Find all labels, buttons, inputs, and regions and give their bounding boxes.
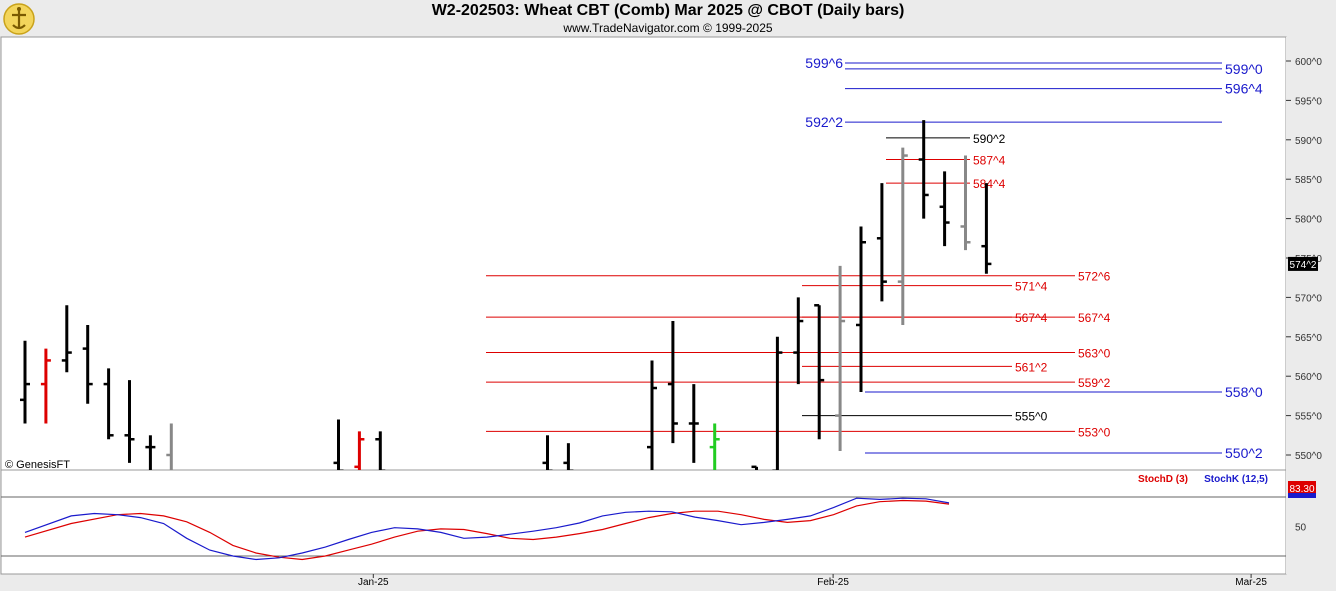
- price-tick-label: 550^0: [1295, 451, 1322, 462]
- price-tick-label: 565^0: [1295, 333, 1322, 344]
- price-panel[interactable]: [0, 36, 1287, 471]
- stoch-panel[interactable]: [0, 469, 1287, 575]
- price-tick-label: 560^0: [1295, 372, 1322, 383]
- price-tick-label: 555^0: [1295, 412, 1322, 423]
- price-level-label: 590^2: [973, 132, 1006, 146]
- time-axis-ticks: Jan-25 Feb-25 Mar-25: [358, 574, 1267, 588]
- time-tick-label: Feb-25: [817, 577, 849, 588]
- price-tick-label: 570^0: [1295, 293, 1322, 304]
- price-tick-label: 600^0: [1295, 57, 1322, 68]
- time-tick-label: Mar-25: [1235, 577, 1267, 588]
- last-price-marker: [1288, 256, 1318, 271]
- stoch-axis-ticks: 50: [1295, 523, 1307, 534]
- price-tick-label: 580^0: [1295, 215, 1322, 226]
- price-tick-label: 590^0: [1295, 136, 1322, 147]
- last-price-label: 574^2: [1290, 260, 1317, 271]
- stoch-value-badge-k: [1288, 493, 1316, 498]
- stoch-value-label: 83.30: [1289, 484, 1314, 495]
- price-level-label: 558^0: [1225, 384, 1263, 400]
- price-level-label: 599^0: [1225, 61, 1263, 77]
- stoch-series-line: [24, 499, 950, 561]
- price-level-label: 550^2: [1225, 445, 1263, 461]
- chart-header: W2-202503: Wheat CBT (Comb) Mar 2025 @ C…: [0, 0, 1336, 37]
- price-level-label: 584^4: [973, 177, 1006, 191]
- price-level-label: 592^2: [805, 114, 843, 130]
- stoch-lines: [24, 497, 950, 561]
- price-level-label: 563^0: [1078, 347, 1111, 361]
- price-level-label: 599^6: [805, 55, 843, 71]
- stoch-series-line: [24, 497, 950, 561]
- price-level-label: 572^6: [1078, 270, 1111, 284]
- price-level-label: 571^4: [1015, 280, 1048, 294]
- price-level-label: 596^4: [1225, 81, 1263, 97]
- time-tick-label: Jan-25: [358, 577, 389, 588]
- price-levels: 599^6 599^0 596^4 592^2 590^2 587^4 584^4 572^6…: [486, 55, 1263, 461]
- stoch-tick-label: 50: [1295, 523, 1307, 534]
- watermark: © GenesisFT: [5, 459, 70, 471]
- price-level-label: 555^0: [1015, 410, 1048, 424]
- price-level-label: 561^2: [1015, 360, 1048, 374]
- price-level-label: 567^4: [1015, 311, 1048, 325]
- price-tick-label: 595^0: [1295, 96, 1322, 107]
- price-level-label: 587^4: [973, 154, 1006, 168]
- legend-stoch-k: StochK (12,5): [1204, 474, 1268, 485]
- price-level-label: 559^2: [1078, 376, 1111, 390]
- legend-stoch-d: StochD (3): [1138, 474, 1188, 485]
- price-level-label: 567^4: [1078, 311, 1111, 325]
- trade-navigator-logo-icon: [3, 3, 35, 35]
- price-tick-label: 585^0: [1295, 175, 1322, 186]
- ohlc-bars: [20, 120, 992, 470]
- chart-title: W2-202503: Wheat CBT (Comb) Mar 2025 @ C…: [431, 2, 905, 19]
- chart-subtitle: www.TradeNavigator.com © 1999-2025: [563, 21, 773, 35]
- price-level-label: 553^0: [1078, 425, 1111, 439]
